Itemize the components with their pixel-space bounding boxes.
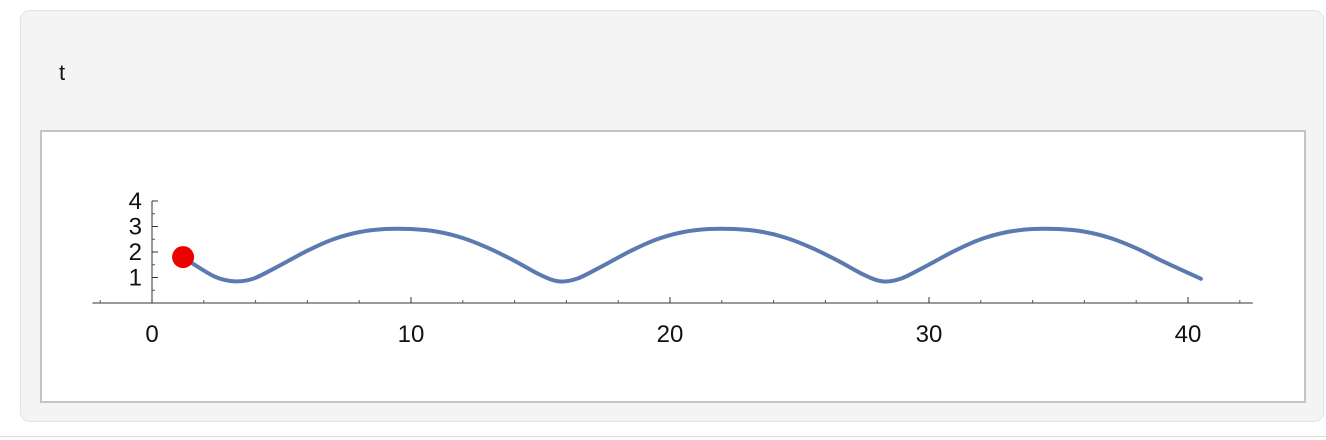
y-tick-label: 3: [129, 214, 142, 241]
marker-point: [172, 246, 195, 269]
x-tick-label: 20: [657, 321, 684, 348]
variable-label: t: [59, 60, 66, 85]
series-layer: [181, 226, 1203, 284]
y-tick-label: 1: [129, 265, 142, 292]
x-tick-label: 10: [398, 321, 425, 348]
x-tick-label: 30: [916, 321, 943, 348]
bottom-divider: [0, 436, 1326, 437]
x-tick-label: 40: [1175, 321, 1202, 348]
y-tick-label: 2: [129, 239, 142, 266]
y-tick-label: 4: [129, 188, 142, 215]
marker-layer: [172, 246, 195, 269]
series-line: [181, 226, 1203, 284]
x-tick-label: 0: [145, 321, 158, 348]
plot-frame: [40, 130, 1306, 403]
